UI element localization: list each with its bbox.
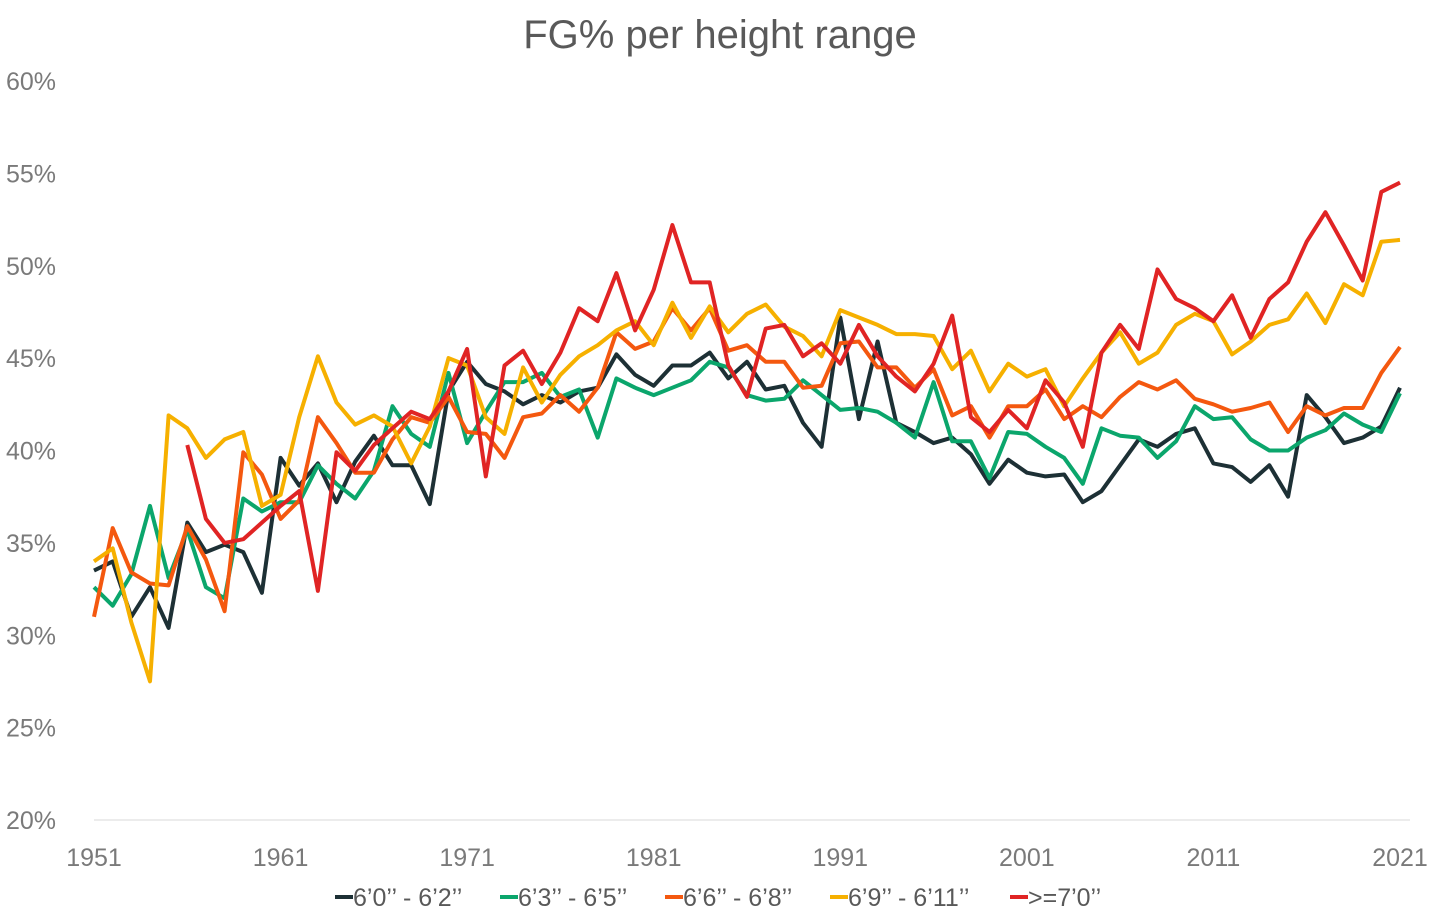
- x-tick-label: 1971: [439, 844, 495, 872]
- legend-item: 6’3’’ - 6’5’’: [500, 884, 627, 912]
- x-tick-label: 1981: [626, 844, 682, 872]
- y-tick-label: 40%: [6, 438, 56, 466]
- y-tick-label: 60%: [6, 68, 56, 96]
- x-axis: 1951 1961 1971 1981 1991 2001 2011 2021: [66, 844, 1428, 872]
- legend-label: >=7’0’’: [1028, 884, 1101, 912]
- legend: 6’0’’ - 6’2’’ 6’3’’ - 6’5’’ 6’6’’ - 6’8’’ 6…: [335, 884, 1101, 912]
- legend-label: 6’6’’ - 6’8’’: [683, 884, 792, 912]
- series-lines: [92, 180, 1402, 684]
- y-axis: 20% 25% 30% 35% 40% 45% 50% 55% 60%: [6, 68, 56, 835]
- legend-item: 6’9’’ - 6’11’’: [830, 884, 969, 912]
- series-line-4: [185, 180, 1401, 593]
- y-tick-label: 55%: [6, 160, 56, 188]
- chart-title: FG% per height range: [523, 13, 917, 57]
- series-line-2: [92, 306, 1402, 618]
- x-tick-label: 2011: [1187, 844, 1241, 872]
- y-tick-label: 20%: [6, 807, 56, 835]
- legend-label: 6’3’’ - 6’5’’: [518, 884, 627, 912]
- legend-label: 6’0’’ - 6’2’’: [353, 884, 462, 912]
- y-tick-label: 30%: [6, 622, 56, 650]
- x-tick-label: 1961: [253, 844, 309, 872]
- x-tick-label: 2001: [999, 844, 1055, 872]
- series-line-0: [93, 315, 1402, 630]
- x-tick-label: 1991: [812, 844, 868, 872]
- y-tick-label: 50%: [6, 253, 56, 281]
- legend-item: 6’6’’ - 6’8’’: [665, 884, 792, 912]
- legend-label: 6’9’’ - 6’11’’: [848, 884, 969, 912]
- y-tick-label: 25%: [6, 715, 56, 743]
- legend-item: >=7’0’’: [1010, 884, 1101, 912]
- series-line-3: [92, 237, 1401, 684]
- y-tick-label: 35%: [6, 530, 56, 558]
- x-tick-label: 1951: [66, 844, 122, 872]
- y-tick-label: 45%: [6, 345, 56, 373]
- x-tick-label: 2021: [1372, 844, 1428, 872]
- legend-item: 6’0’’ - 6’2’’: [335, 884, 462, 912]
